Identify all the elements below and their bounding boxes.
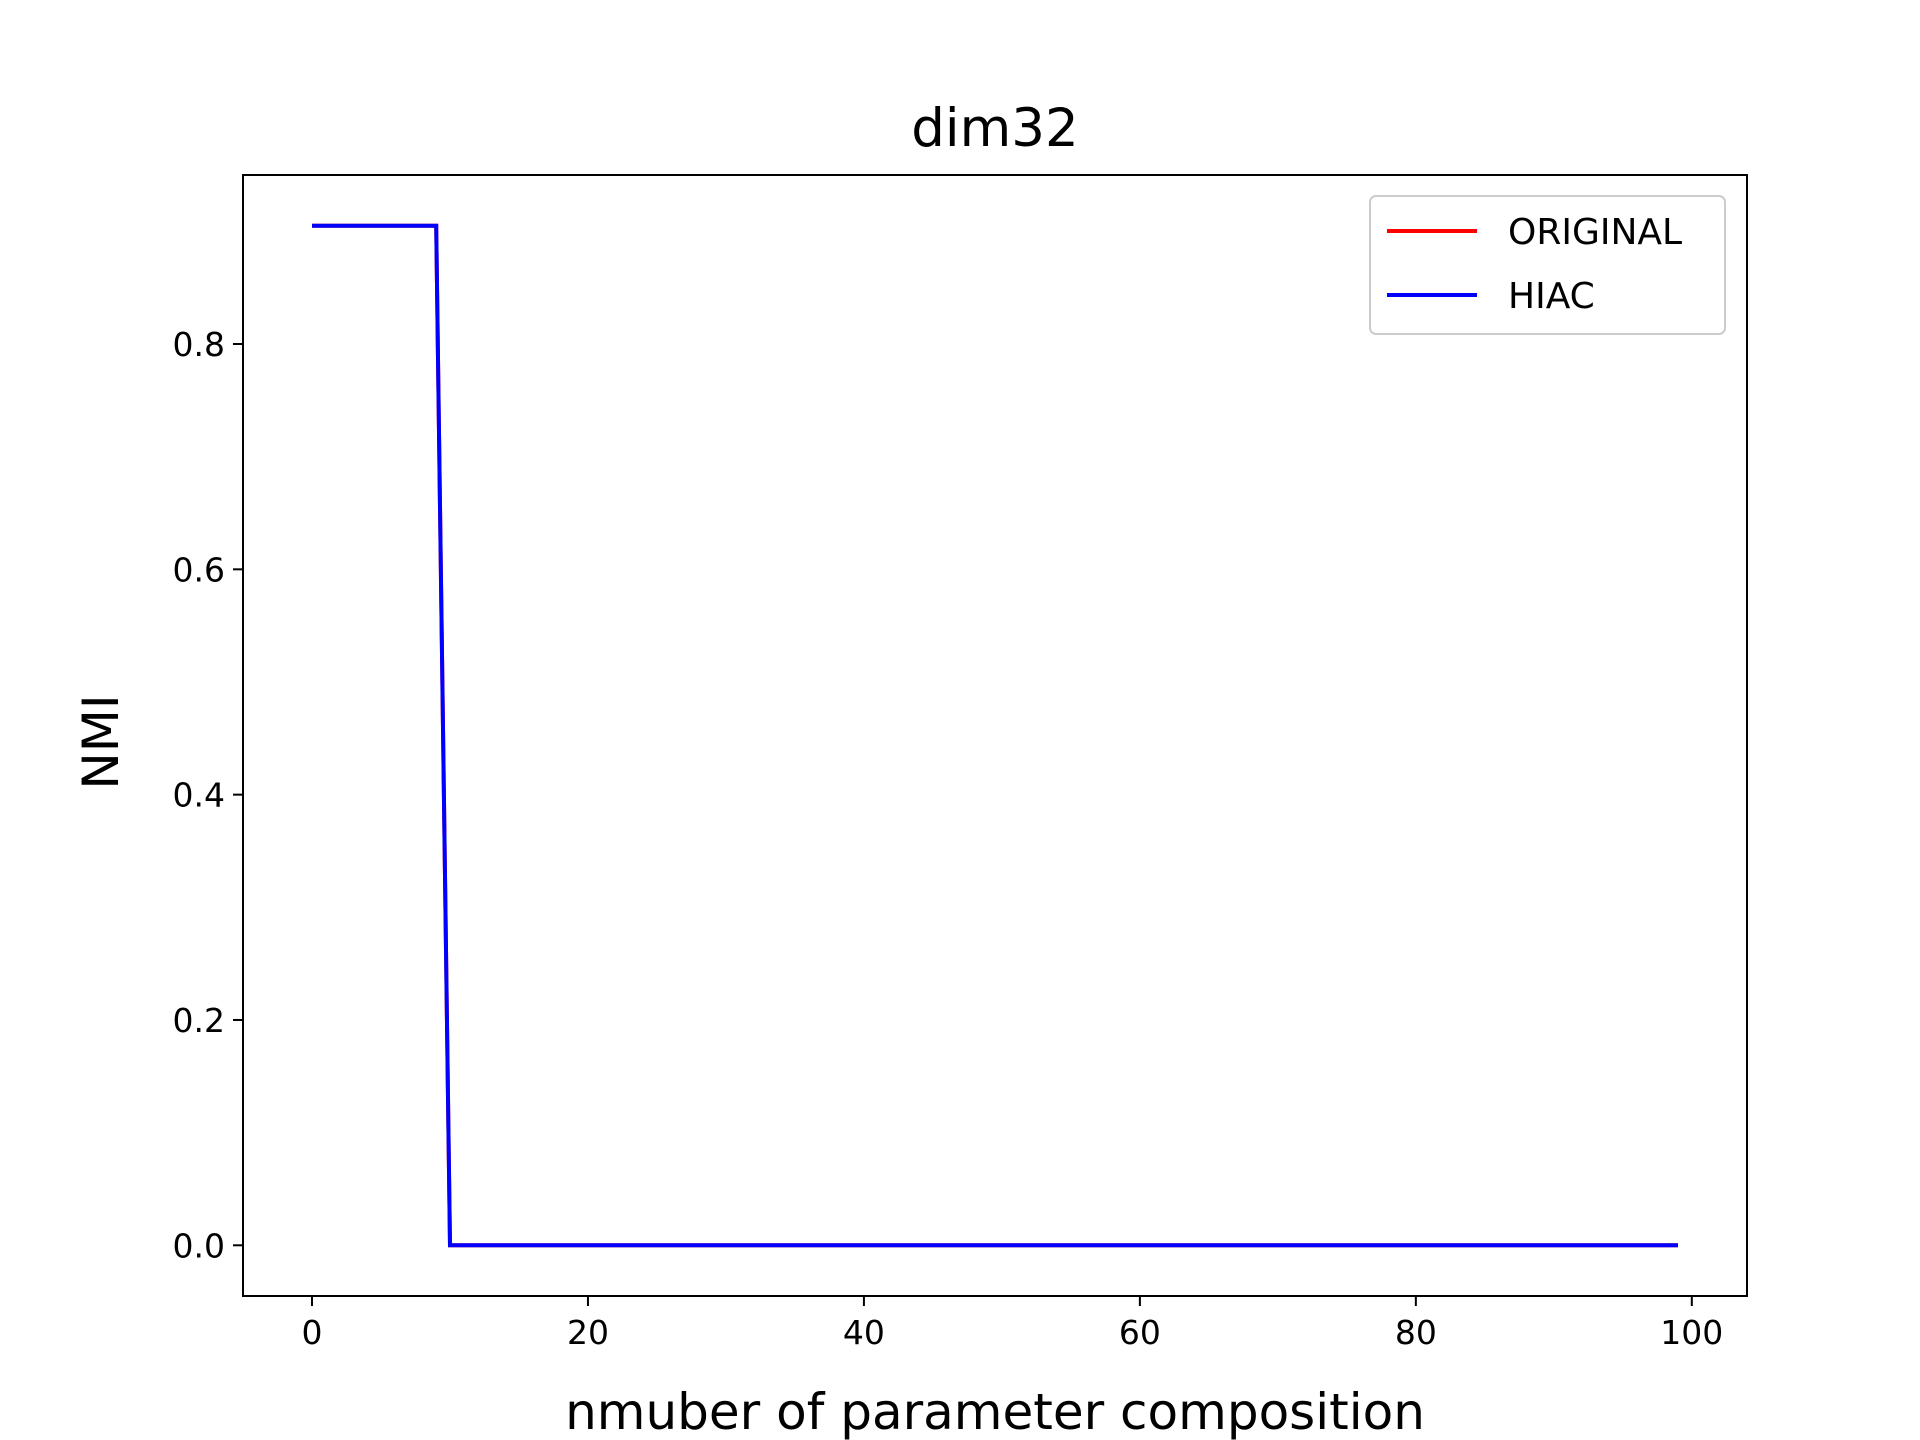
y-axis-title: NMI xyxy=(72,694,130,789)
x-tick-label: 40 xyxy=(843,1313,885,1352)
y-tick-label: 0.0 xyxy=(173,1226,225,1265)
legend: ORIGINAL HIAC xyxy=(1369,195,1726,335)
x-tick-label: 20 xyxy=(567,1313,609,1352)
y-axis: 0.0 0.2 0.4 0.6 0.8 xyxy=(173,325,243,1265)
x-axis-title: nmuber of parameter composition xyxy=(565,1383,1425,1440)
x-tick-label: 100 xyxy=(1660,1313,1723,1352)
plot-frame xyxy=(242,174,1748,1297)
y-tick-label: 0.6 xyxy=(173,550,225,589)
x-tick-label: 0 xyxy=(301,1313,322,1352)
y-tick-label: 0.8 xyxy=(173,325,225,364)
chart-title: dim32 xyxy=(911,98,1078,159)
x-tick-label: 60 xyxy=(1119,1313,1161,1352)
series-line-hiac xyxy=(312,223,1678,1248)
x-axis: 0 20 40 60 80 100 xyxy=(301,1296,1723,1352)
y-tick-label: 0.4 xyxy=(173,776,225,815)
series-layer xyxy=(312,223,1678,1248)
legend-label-hiac: HIAC xyxy=(1508,276,1595,317)
legend-label-original: ORIGINAL xyxy=(1508,212,1682,253)
x-tick-label: 80 xyxy=(1395,1313,1437,1352)
y-tick-label: 0.2 xyxy=(173,1001,225,1040)
